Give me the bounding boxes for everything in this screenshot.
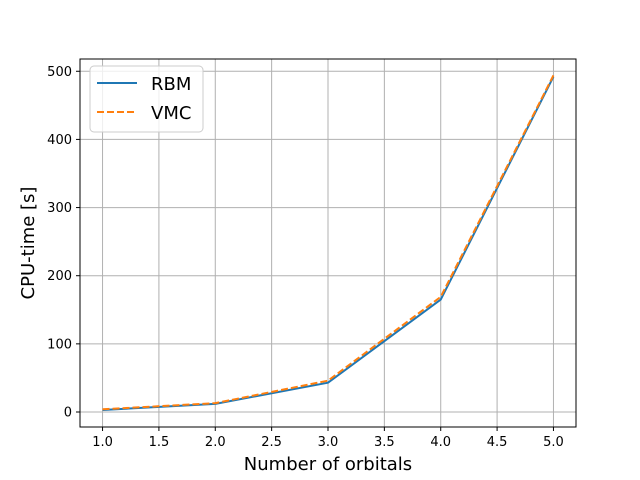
x-axis-title: Number of orbitals: [244, 454, 412, 475]
legend-label-vmc: VMC: [151, 103, 191, 124]
x-tick-label: 2.5: [261, 435, 282, 450]
x-axis-ticks: 1.0 1.5 2.0 2.5 3.0 3.5 4.0 4.5 5.0: [92, 427, 564, 450]
x-tick-label: 3.5: [374, 435, 395, 450]
y-axis-title: CPU-time [s]: [18, 187, 39, 300]
x-tick-label: 4.5: [487, 435, 508, 450]
legend: RBM VMC: [89, 65, 204, 133]
y-tick-label: 400: [47, 133, 72, 148]
x-tick-label: 1.0: [92, 435, 113, 450]
y-tick-label: 300: [47, 201, 72, 216]
y-tick-label: 500: [47, 65, 72, 80]
series-line-vmc: [102, 74, 555, 411]
x-tick-label: 3.0: [318, 435, 339, 450]
x-tick-label: 2.0: [205, 435, 226, 450]
y-tick-label: 200: [47, 269, 72, 284]
series-lines: [102, 74, 555, 411]
y-tick-label: 100: [47, 337, 72, 352]
x-tick-label: 5.0: [543, 435, 564, 450]
y-axis-ticks: 0 100 200 300 400 500: [47, 65, 80, 421]
grid-lines: [80, 59, 576, 427]
x-tick-label: 1.5: [149, 435, 170, 450]
y-tick-label: 0: [64, 406, 72, 421]
x-tick-label: 4.0: [430, 435, 451, 450]
legend-label-rbm: RBM: [151, 74, 191, 95]
